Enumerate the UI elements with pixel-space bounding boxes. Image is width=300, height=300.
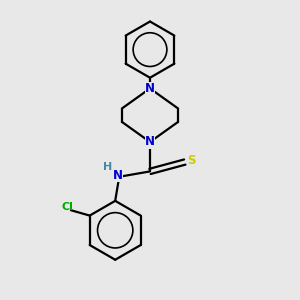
Text: H: H xyxy=(103,162,112,172)
Text: Cl: Cl xyxy=(61,202,73,212)
Text: N: N xyxy=(145,82,155,95)
Text: N: N xyxy=(113,169,123,182)
Text: S: S xyxy=(187,154,196,167)
Text: N: N xyxy=(145,136,155,148)
